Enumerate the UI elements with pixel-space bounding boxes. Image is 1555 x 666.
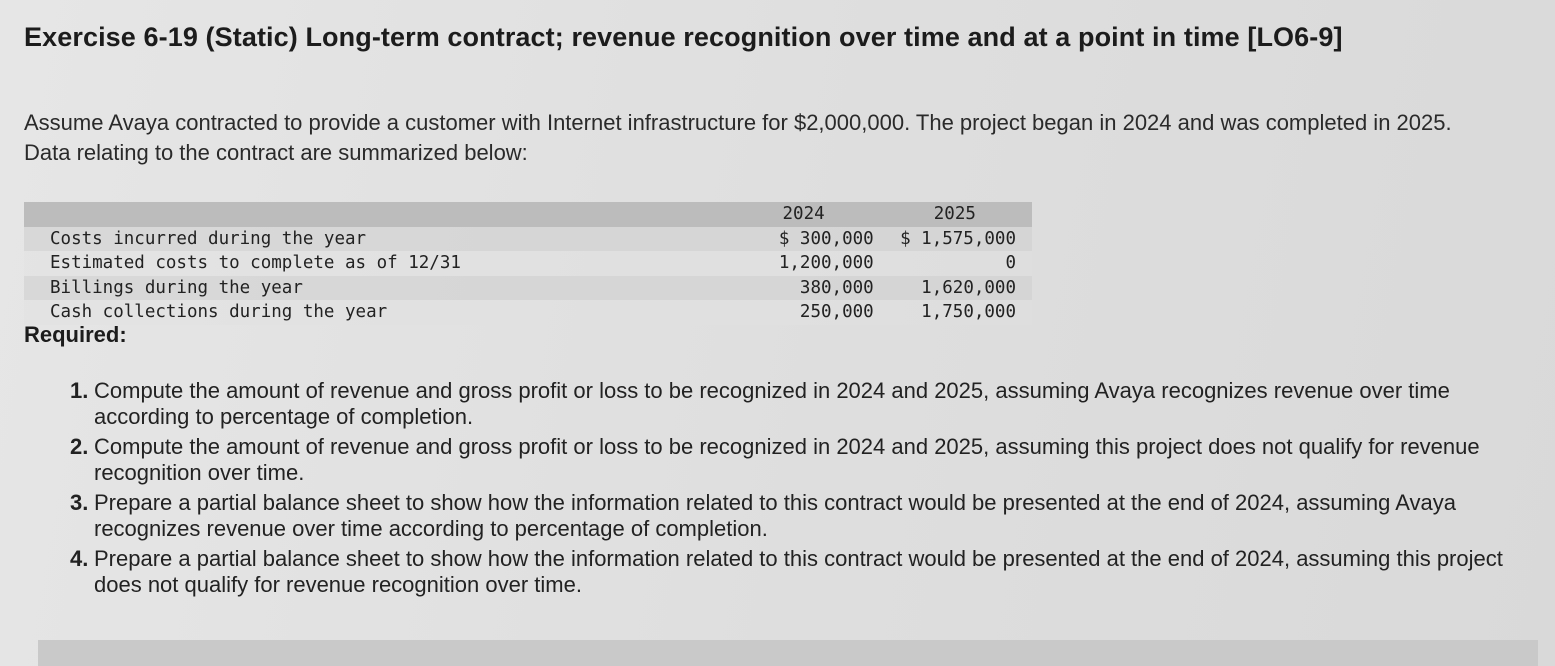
question-text: Prepare a partial balance sheet to show … [94,546,1503,597]
list-item: 3. Prepare a partial balance sheet to sh… [70,490,1510,542]
list-item: 2. Compute the amount of revenue and gro… [70,434,1510,486]
value-2024: 250,000 [799,302,874,322]
value-2024: 380,000 [799,277,874,298]
required-heading: Required: [24,322,127,347]
question-number: 4. [70,546,89,571]
value-2025: $ 1,575,000 [900,228,1016,249]
value-2024: $ 300,000 [778,228,874,249]
row-label: Estimated costs to complete as of 12/31 [50,253,461,273]
row-label: Cash collections during the year [50,302,388,322]
row-label: Billings during the year [50,277,303,298]
header-2025: 2025 [933,204,976,224]
table-row: Estimated costs to complete as of 12/31 … [24,251,1032,276]
table-header-row: 2024 2025 [24,202,1032,227]
value-2025: 1,620,000 [921,277,1016,298]
value-2025: 0 [1005,253,1016,273]
value-2024: 1,200,000 [778,253,874,273]
exercise-title: Exercise 6-19 (Static) Long-term contrac… [24,22,1343,52]
question-number: 3. [70,490,89,515]
contract-data-table: 2024 2025 Costs incurred during the year… [24,202,1032,325]
question-number: 1. [70,378,89,403]
question-number: 2. [70,434,89,459]
table-row: Cash collections during the year 250,000… [24,300,1032,325]
header-2024: 2024 [782,204,825,224]
row-label: Costs incurred during the year [50,228,367,249]
question-text: Compute the amount of revenue and gross … [94,434,1480,485]
header-label-cell [24,202,729,227]
requirements-list: 1. Compute the amount of revenue and gro… [70,378,1510,602]
list-item: 4. Prepare a partial balance sheet to sh… [70,546,1510,598]
table-row: Costs incurred during the year $ 300,000… [24,226,1032,251]
question-text: Prepare a partial balance sheet to show … [94,490,1457,541]
value-2025: 1,750,000 [921,302,1016,322]
list-item: 1. Compute the amount of revenue and gro… [70,378,1510,430]
table-row: Billings during the year 380,000 1,620,0… [24,275,1032,300]
question-text: Compute the amount of revenue and gross … [94,378,1450,429]
intro-paragraph: Assume Avaya contracted to provide a cus… [24,110,1452,165]
bottom-toolbar-strip [38,640,1538,666]
